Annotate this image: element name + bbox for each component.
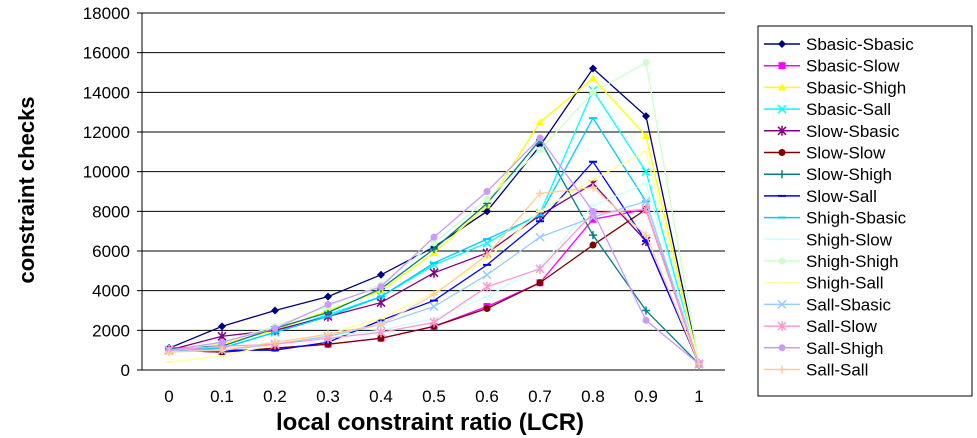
legend: Sbasic-Sbasic Sbasic-Slow Sbasic-Shigh Sbas…: [758, 26, 972, 396]
data-point: [378, 283, 385, 290]
y-tick-label: 8000: [92, 202, 130, 221]
data-point: [483, 271, 491, 279]
series-shigh-sall: [165, 152, 703, 364]
data-point: [483, 282, 491, 292]
legend-label: Sall-Slow: [806, 317, 878, 336]
series-line: [169, 152, 699, 364]
series-sbasic-slow: [166, 206, 703, 368]
data-point: [484, 196, 491, 203]
legend-label: Sbasic-Sbasic: [806, 35, 914, 54]
legend-label: Sall-Shigh: [806, 339, 884, 358]
data-point: [430, 268, 438, 278]
data-point: [430, 303, 438, 311]
legend-label: Shigh-Sall: [806, 274, 884, 293]
data-point: [643, 59, 650, 66]
data-point: [590, 242, 597, 249]
data-point: [271, 307, 279, 315]
legend-swatch-marker: [779, 62, 786, 69]
x-axis-title: local constraint ratio (LCR): [276, 409, 584, 436]
data-point: [589, 74, 597, 81]
legend-label: Sall-Sall: [806, 361, 868, 380]
legend-label: Slow-Shigh: [806, 165, 892, 184]
legend-label: Sbasic-Shigh: [806, 78, 906, 97]
legend-label: Slow-Sbasic: [806, 122, 900, 141]
legend-label: Slow-Sall: [806, 187, 877, 206]
data-point: [537, 134, 544, 141]
x-tick-label: 0.6: [475, 387, 499, 406]
data-point: [377, 298, 385, 308]
data-point: [537, 279, 544, 286]
y-tick-label: 4000: [92, 282, 130, 301]
x-axis-ticks: 0 0.1 0.2 0.3 0.4 0.5 0.6 0.7 0.8 0.9 1: [164, 387, 703, 406]
x-tick-label: 0.2: [263, 387, 287, 406]
legend-label: Shigh-Slow: [806, 230, 893, 249]
x-tick-label: 0.7: [528, 387, 552, 406]
y-tick-label: 18000: [83, 4, 130, 23]
y-tick-label: 12000: [83, 123, 130, 142]
legend-label: Sbasic-Sall: [806, 100, 891, 119]
data-point: [536, 233, 544, 241]
data-point: [431, 234, 438, 241]
y-axis-title: constraint checks: [14, 96, 39, 283]
legend-swatch-marker: [779, 149, 786, 156]
gridlines: [142, 13, 725, 370]
data-point: [589, 231, 597, 239]
y-tick-label: 16000: [83, 44, 130, 63]
data-point: [590, 89, 597, 96]
y-tick-label: 6000: [92, 242, 130, 261]
data-point: [643, 317, 650, 324]
x-tick-label: 0.3: [316, 387, 340, 406]
legend-label: Shigh-Shigh: [806, 252, 899, 271]
data-point: [537, 146, 544, 153]
series-slow-slow: [166, 206, 703, 368]
y-tick-label: 14000: [83, 83, 130, 102]
y-axis-ticks: 0 2000 4000 6000 8000 10000 12000 14000 16000 180…: [83, 4, 142, 380]
x-tick-label: 0.8: [581, 387, 605, 406]
x-tick-label: 1: [694, 387, 703, 406]
data-point: [590, 208, 597, 215]
x-tick-label: 0.1: [210, 387, 234, 406]
data-point: [218, 322, 226, 330]
x-tick-label: 0.4: [369, 387, 393, 406]
legend-label: Sall-Sbasic: [806, 295, 892, 314]
data-point: [219, 339, 226, 346]
data-point: [325, 301, 332, 308]
y-tick-label: 10000: [83, 163, 130, 182]
data-point: [324, 293, 332, 301]
series-lines: [165, 59, 703, 369]
y-tick-label: 2000: [92, 321, 130, 340]
legend-swatch-marker: [779, 344, 786, 351]
data-point: [484, 188, 491, 195]
x-tick-label: 0: [164, 387, 173, 406]
data-point: [484, 305, 491, 312]
x-tick-label: 0.9: [634, 387, 658, 406]
series-sall-slow: [165, 204, 703, 369]
x-tick-label: 0.5: [422, 387, 446, 406]
series-sall-sbasic: [165, 197, 703, 368]
legend-swatch-marker: [779, 258, 786, 265]
legend-label: Shigh-Sbasic: [806, 209, 907, 228]
y-tick-label: 0: [121, 361, 130, 380]
legend-label: Sbasic-Slow: [806, 57, 900, 76]
data-point: [272, 325, 279, 332]
legend-label: Slow-Slow: [806, 144, 886, 163]
data-point: [377, 271, 385, 279]
